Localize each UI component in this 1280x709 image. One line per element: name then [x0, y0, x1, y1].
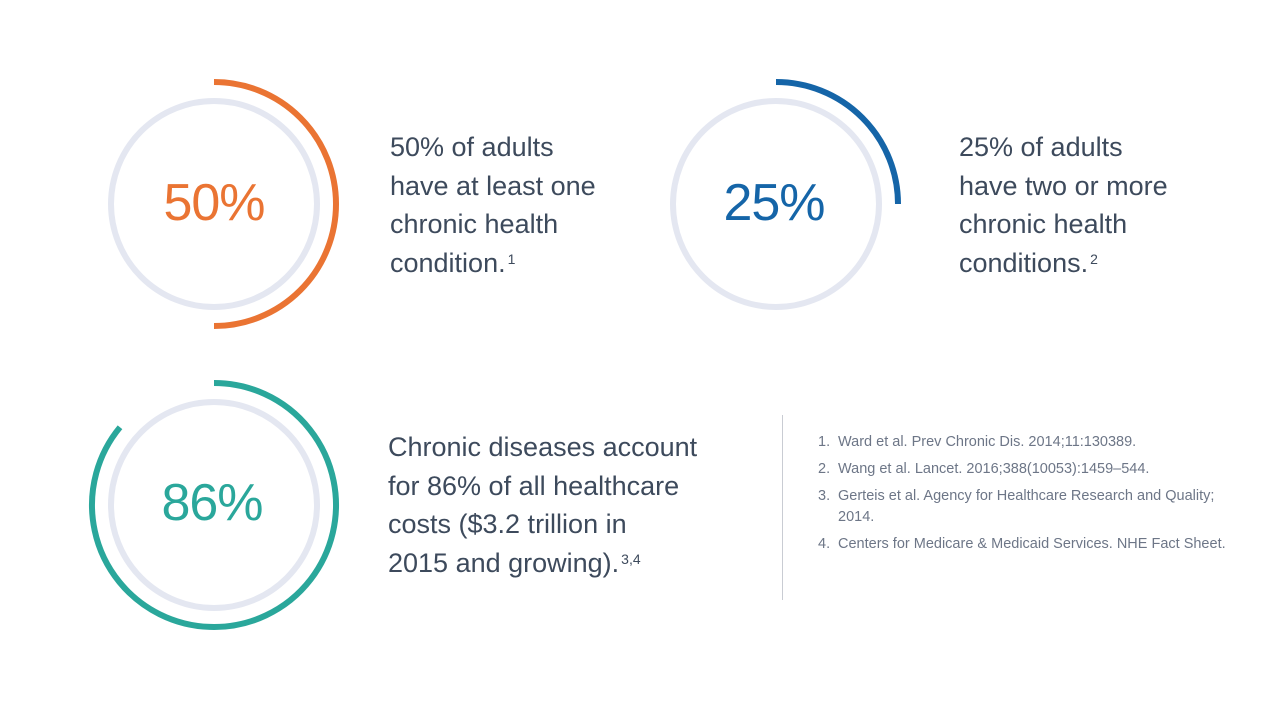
- footnote-marker: 2: [1090, 250, 1098, 267]
- stat-line: for 86% of all healthcare: [388, 470, 680, 501]
- stat-line: costs ($3.2 trillion in: [388, 509, 627, 539]
- footnote-marker: 3,4: [621, 550, 641, 567]
- gauge-track: [108, 98, 320, 310]
- gauge-arc-25: [775, 79, 901, 205]
- stat-value-50: 50%: [163, 174, 265, 232]
- stat-line: have at least one: [390, 170, 596, 201]
- gauge-track: [670, 98, 882, 310]
- reference-number: 1.: [818, 434, 831, 450]
- reference-text: Centers for Medicare & Medicaid Services…: [838, 536, 1226, 552]
- stat-description-2: 25% of adults have two or more chronic h…: [959, 128, 1168, 282]
- reference-item: 3. Gerteis et al. Agency for Healthcare …: [818, 486, 1238, 528]
- stat-line: condition.: [390, 247, 506, 278]
- reference-text: Wang et al. Lancet. 2016;388(10053):1459…: [838, 461, 1150, 477]
- gauge-arc-86: [89, 380, 339, 630]
- stat-line: 25% of adults: [959, 132, 1123, 162]
- stat-value-86: 86%: [161, 474, 263, 532]
- reference-number: 3.: [818, 488, 831, 504]
- stat-value-25: 25%: [723, 174, 825, 232]
- stat-line: conditions.: [959, 247, 1089, 278]
- gauge-arc-50: [213, 79, 339, 329]
- stat-line: 50% of adults: [390, 132, 554, 162]
- reference-text: Ward et al. Prev Chronic Dis. 2014;11:13…: [838, 434, 1137, 450]
- footnote-marker: 1: [507, 250, 516, 267]
- stat-line: chronic health: [959, 209, 1128, 239]
- stat-line: have two or more: [959, 170, 1168, 201]
- reference-item: 1. Ward et al. Prev Chronic Dis. 2014;11…: [818, 432, 1238, 453]
- stat-line: chronic health: [390, 209, 559, 239]
- stat-line: 2015 and growing).: [388, 547, 620, 578]
- stat-description-3: Chronic diseases account for 86% of all …: [388, 428, 697, 582]
- references-list: 1. Ward et al. Prev Chronic Dis. 2014;11…: [818, 432, 1238, 561]
- reference-number: 2.: [818, 461, 831, 477]
- reference-text: Gerteis et al. Agency for Healthcare Res…: [838, 488, 1215, 525]
- gauge-track: [108, 399, 320, 611]
- stat-line: Chronic diseases account: [388, 432, 698, 462]
- reference-number: 4.: [818, 536, 831, 552]
- reference-item: 2. Wang et al. Lancet. 2016;388(10053):1…: [818, 459, 1238, 480]
- divider: [782, 415, 783, 600]
- stat-description-1: 50% of adults have at least one chronic …: [390, 128, 596, 282]
- reference-item: 4. Centers for Medicare & Medicaid Servi…: [818, 534, 1238, 555]
